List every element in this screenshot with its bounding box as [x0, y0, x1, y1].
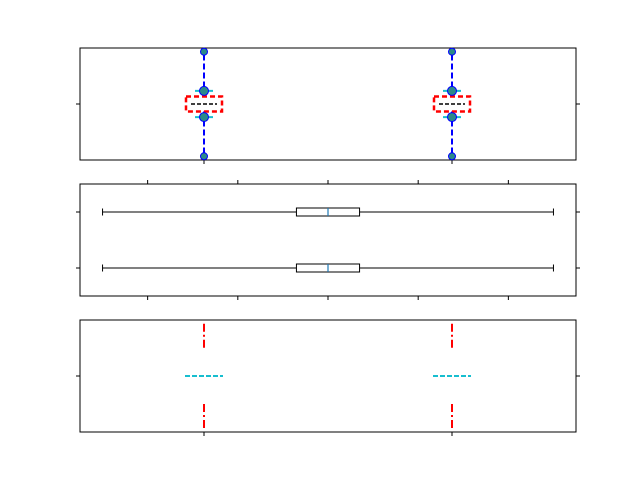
flier-point-1-2 — [200, 47, 208, 56]
top-boxplot-panel — [76, 47, 580, 164]
whisker-marker-1-2 — [199, 112, 209, 123]
box-1 — [184, 95, 224, 113]
whisker-marker-2-1 — [447, 85, 457, 96]
flier-point-2-1 — [448, 152, 456, 161]
whisker-marker-1-1 — [199, 85, 209, 96]
whisker-marker-2-2 — [447, 112, 457, 123]
box-2 — [432, 95, 472, 113]
flier-point-2-2 — [448, 47, 456, 56]
middle-horizontal-boxplot-panel — [76, 180, 580, 300]
flier-point-1-1 — [200, 152, 208, 161]
bottom-boxplot-panel — [76, 319, 580, 436]
